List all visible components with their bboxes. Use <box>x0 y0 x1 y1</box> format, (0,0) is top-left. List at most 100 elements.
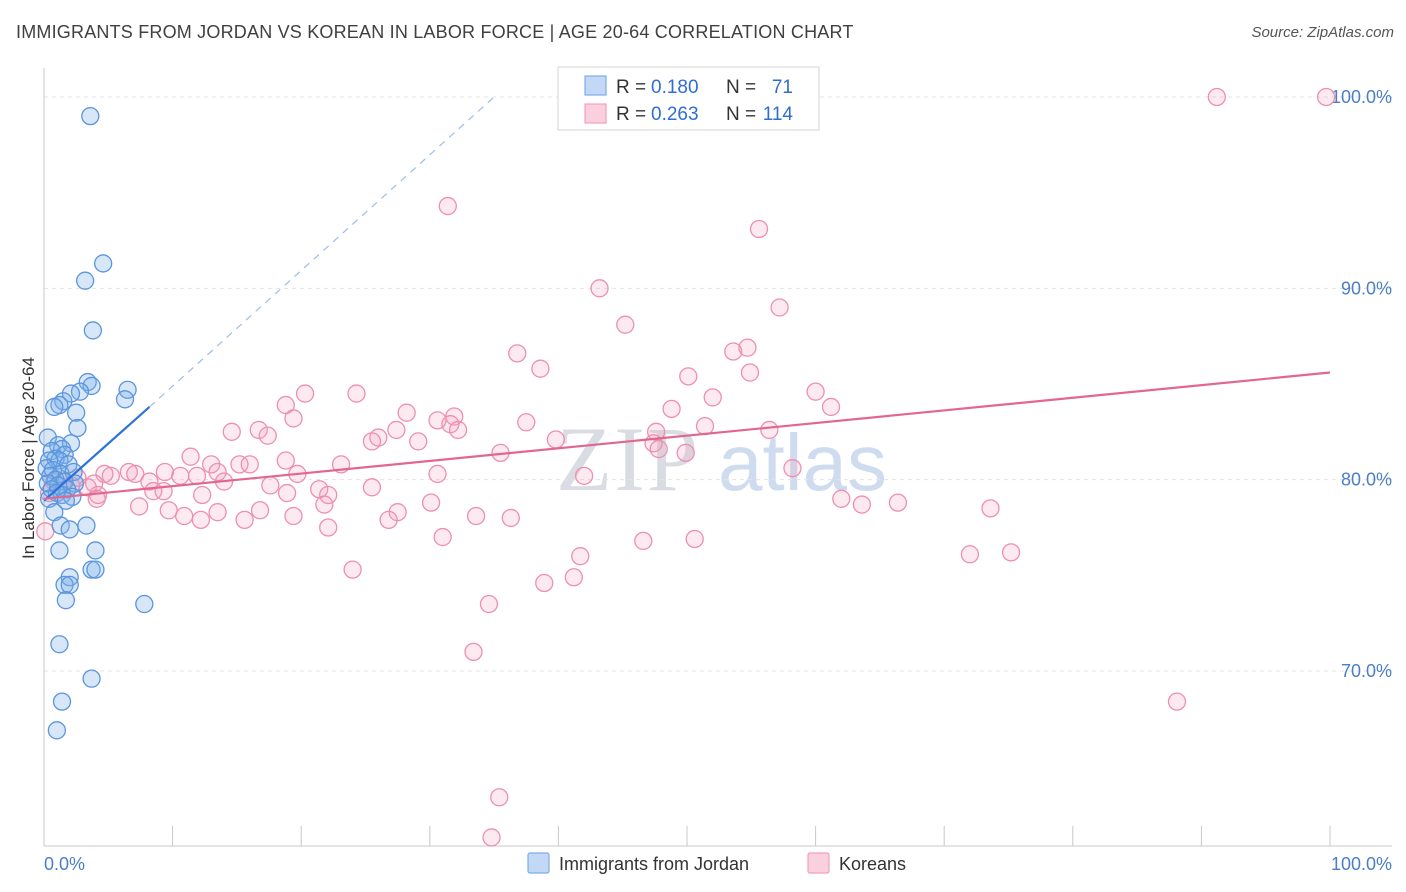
korean-point-95 <box>501 508 520 528</box>
y-axis-label: In Labor Force | Age 20-64 <box>19 357 38 559</box>
jordan-point-56 <box>82 669 101 688</box>
y-tick-label-80: 80.0% <box>1341 470 1392 490</box>
jordan-point-7 <box>70 382 90 401</box>
y-tick-label-70: 70.0% <box>1341 661 1392 681</box>
korean-point-83 <box>208 503 227 522</box>
korean-point-6 <box>770 298 789 317</box>
jordan-point-17 <box>61 434 81 453</box>
korean-point-40 <box>649 439 668 459</box>
bottom-legend-swatch-jordan <box>527 852 550 874</box>
korean-point-49 <box>126 464 145 484</box>
legend-r-label-jordan: R = <box>616 77 646 98</box>
korean-point-107 <box>535 573 554 593</box>
korean-point-48 <box>119 462 139 482</box>
legend-n-value-jordan: 71 <box>772 77 793 98</box>
korean-point-91 <box>175 506 194 526</box>
y-tick-label-100: 100.0% <box>1331 87 1392 107</box>
korean-point-46 <box>230 455 249 474</box>
korean-point-108 <box>479 594 499 614</box>
jordan-point-58 <box>47 721 67 740</box>
trend-lines <box>43 96 1331 502</box>
korean-point-19 <box>821 397 841 417</box>
korean-point-29 <box>387 420 406 440</box>
chart-title: IMMIGRANTS FROM JORDAN VS KOREAN IN LABO… <box>16 22 854 42</box>
korean-point-51 <box>171 466 190 485</box>
jordan-point-13 <box>67 403 86 422</box>
korean-point-76 <box>193 485 212 505</box>
jordan-point-53 <box>56 591 76 610</box>
korean-point-106 <box>564 568 583 587</box>
gridlines <box>44 96 1392 672</box>
korean-point-55 <box>208 462 227 482</box>
jordan-point-0 <box>81 106 100 126</box>
korean-point-44 <box>676 443 695 463</box>
korean-point-2 <box>1316 87 1336 107</box>
jordan-point-46 <box>50 541 69 560</box>
korean-point-94 <box>466 506 486 526</box>
axes <box>43 68 1392 847</box>
korean-point-16 <box>806 382 825 401</box>
korean-point-99 <box>433 527 452 547</box>
korean-point-98 <box>379 510 398 529</box>
jordan-point-14 <box>68 418 87 438</box>
korean-point-59 <box>574 466 594 485</box>
korean-point-9 <box>724 342 743 361</box>
korean-point-78 <box>319 485 338 505</box>
y-tick-label-90: 90.0% <box>1341 278 1392 298</box>
korean-point-68 <box>261 476 280 495</box>
korean-point-23 <box>284 409 303 428</box>
jordan-point-50 <box>60 575 79 595</box>
korean-point-21 <box>397 403 416 422</box>
bottom-legend-label-korean: Koreans <box>839 854 906 874</box>
korean-point-28 <box>222 422 241 441</box>
jordan-point-1 <box>94 254 113 273</box>
korean-point-111 <box>490 788 509 807</box>
legend-swatch-korean <box>584 103 607 124</box>
x-tick-label-min: 0.0% <box>44 854 85 874</box>
jordan-point-43 <box>51 516 70 535</box>
legend-swatch-jordan <box>584 75 607 96</box>
korean-point-27 <box>249 420 268 440</box>
korean-point-97 <box>235 510 254 529</box>
korean-point-37 <box>409 432 428 451</box>
korean-point-31 <box>695 416 715 436</box>
korean-point-113 <box>36 522 55 541</box>
korean-point-14 <box>295 384 315 403</box>
korean-point-10 <box>738 338 757 357</box>
korean-point-84 <box>250 501 270 520</box>
korean-point-38 <box>546 430 565 449</box>
legend-r-value-korean: 0.263 <box>651 104 699 125</box>
korean-point-56 <box>240 455 259 474</box>
watermark-atlas: atlas <box>718 418 887 507</box>
korean-point-58 <box>428 464 447 484</box>
source-credit: Source: ZipAtlas.com <box>1251 24 1394 41</box>
korean-point-26 <box>517 413 536 432</box>
legend-r-label-korean: R = <box>616 104 646 125</box>
korean-point-96 <box>319 518 338 537</box>
korean-point-102 <box>685 529 704 549</box>
korean-point-112 <box>482 828 501 847</box>
korean-point-100 <box>634 531 653 551</box>
jordan-point-9 <box>115 390 135 409</box>
jordan-point-15 <box>38 428 58 447</box>
x-tick-label-max: 100.0% <box>1331 854 1392 874</box>
korean-point-18 <box>703 388 722 407</box>
korean-point-85 <box>421 493 441 512</box>
korean-point-109 <box>464 642 483 662</box>
korean-point-105 <box>343 560 362 579</box>
korean-point-73 <box>154 481 173 501</box>
korean-point-5 <box>590 279 609 298</box>
korean-point-82 <box>130 497 149 516</box>
legend-n-value-korean: 114 <box>763 104 794 125</box>
trend-jordan-extension <box>149 96 495 408</box>
jordan-point-8 <box>61 384 81 403</box>
jordan-point-47 <box>86 541 105 560</box>
korean-point-88 <box>888 493 908 512</box>
korean-point-35 <box>258 426 277 445</box>
korean-point-32 <box>760 420 779 440</box>
jordan-point-57 <box>52 692 72 711</box>
series-jordan-points <box>37 106 154 740</box>
jordan-point-3 <box>83 321 103 340</box>
legend-n-label-jordan: N = <box>726 77 756 98</box>
trend-jordan <box>43 406 151 502</box>
